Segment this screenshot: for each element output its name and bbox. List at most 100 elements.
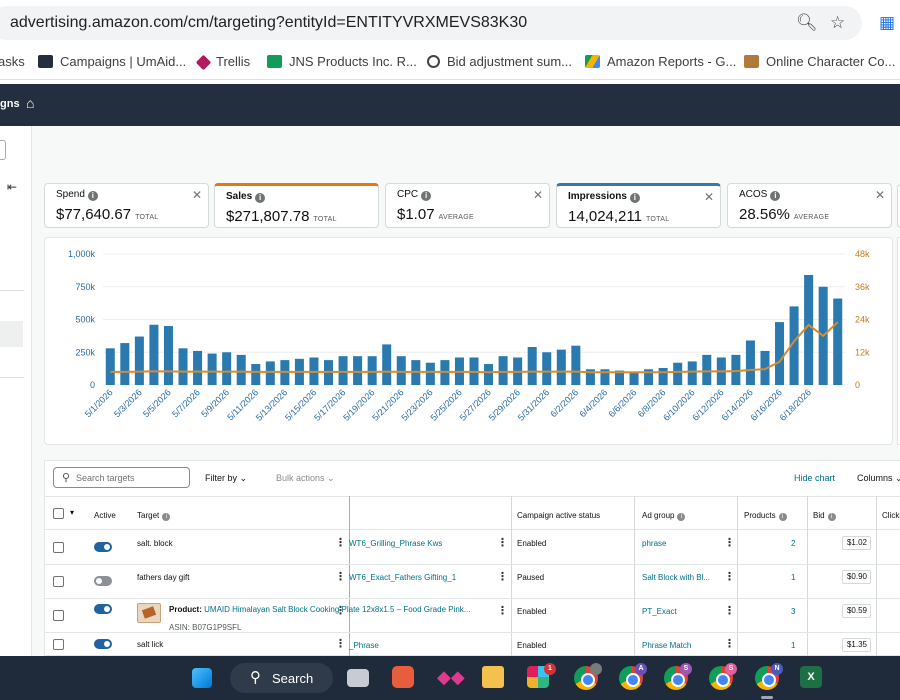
chart-bar <box>702 354 712 385</box>
trellis-app-icon[interactable]: ◆◆ <box>437 667 465 687</box>
table-toolbar: ⚲ Search targets Filter by ⌄ Bulk action… <box>45 461 900 495</box>
metric-tile-cpc[interactable]: CPC i $1.07 AVERAGE ✕ <box>385 183 550 228</box>
products-count[interactable]: 2 <box>791 539 796 548</box>
more-options-icon[interactable]: ⋮ <box>497 537 508 549</box>
ad-group-link[interactable]: PT_Exact <box>642 607 677 616</box>
bid-input[interactable]: $1.35 <box>842 638 871 652</box>
chart-bar <box>222 352 232 385</box>
active-toggle[interactable] <box>94 639 112 649</box>
ad-group-link[interactable]: phrase <box>642 539 667 548</box>
campaign-link[interactable]: WT6_Exact_Fathers Gifting_1 <box>349 573 457 582</box>
filter-by-dropdown[interactable]: Filter by ⌄ <box>205 473 248 483</box>
bid-input[interactable]: $0.90 <box>842 570 871 584</box>
info-icon[interactable]: i <box>255 193 266 203</box>
active-toggle[interactable] <box>94 576 112 586</box>
chart-bar <box>396 356 406 385</box>
chart-partial <box>897 237 900 445</box>
hide-chart-link[interactable]: Hide chart <box>794 473 836 483</box>
file-explorer-icon[interactable] <box>482 666 504 688</box>
close-icon[interactable]: ✕ <box>703 190 714 204</box>
bookmark-star-icon[interactable]: ☆ <box>830 13 846 32</box>
product-thumbnail[interactable] <box>137 603 161 623</box>
close-icon[interactable]: ✕ <box>532 188 543 202</box>
select-all-caret-icon[interactable]: ▾ <box>70 508 75 517</box>
bookmark-tasks[interactable]: asks <box>0 54 25 69</box>
more-options-icon[interactable]: ⋮ <box>335 605 346 617</box>
header-active[interactable]: Active <box>94 511 116 520</box>
more-options-icon[interactable]: ⋮ <box>724 537 735 549</box>
row-checkbox[interactable] <box>53 610 64 621</box>
header-title[interactable]: gns <box>0 98 20 110</box>
taskbar-search[interactable]: ⚲ Search <box>230 663 333 693</box>
metric-tile-partial[interactable] <box>897 184 900 228</box>
windows-start-icon[interactable] <box>192 668 212 688</box>
active-toggle[interactable] <box>94 542 112 552</box>
search-input[interactable]: ⚲ Search targets <box>53 467 190 488</box>
products-count[interactable]: 3 <box>791 607 796 616</box>
active-app-indicator <box>761 696 773 699</box>
header-bid[interactable]: Bid i <box>813 511 836 521</box>
info-icon[interactable]: i <box>629 193 640 203</box>
products-count[interactable]: 1 <box>791 641 796 650</box>
more-options-icon[interactable]: ⋮ <box>497 605 508 617</box>
bulk-actions-dropdown[interactable]: Bulk actions ⌄ <box>276 473 335 483</box>
more-options-icon[interactable]: ⋮ <box>335 537 346 549</box>
bookmark-jns[interactable]: JNS Products Inc. R... <box>267 54 417 69</box>
header-target[interactable]: Target i <box>137 511 171 521</box>
info-icon[interactable]: i <box>421 191 432 201</box>
active-toggle[interactable] <box>94 604 112 614</box>
claude-app-icon[interactable] <box>392 666 414 688</box>
home-icon[interactable]: ⌂ <box>26 95 35 111</box>
header-ad-group[interactable]: Ad group i <box>642 511 686 521</box>
more-options-icon[interactable]: ⋮ <box>724 571 735 583</box>
close-icon[interactable]: ✕ <box>874 188 885 202</box>
collapse-left-icon[interactable]: ⇤ <box>7 180 18 194</box>
columns-dropdown[interactable]: Columns ⌄ <box>857 473 900 483</box>
bookmark-amazon-reports[interactable]: Amazon Reports - G... <box>585 54 736 69</box>
header-campaign-status[interactable]: Campaign active status <box>517 511 601 520</box>
sidebar-toggle-button[interactable] <box>0 140 6 160</box>
bookmark-trellis[interactable]: Trellis <box>195 54 250 71</box>
more-options-icon[interactable]: ⋮ <box>335 638 346 650</box>
x-tick-label: 5/3/2026 <box>112 387 144 419</box>
frozen-column-divider[interactable] <box>349 496 350 656</box>
more-options-icon[interactable]: ⋮ <box>335 571 346 583</box>
info-icon[interactable]: i <box>770 191 781 201</box>
info-icon[interactable]: i <box>87 191 98 201</box>
close-icon[interactable]: ✕ <box>191 188 202 202</box>
target-product[interactable]: Product: UMAID Himalayan Salt Block Cook… <box>169 605 471 614</box>
row-checkbox[interactable] <box>53 639 64 650</box>
bid-input[interactable]: $1.02 <box>842 536 871 550</box>
more-options-icon[interactable]: ⋮ <box>724 605 735 617</box>
more-options-icon[interactable]: ⋮ <box>724 638 735 650</box>
ad-group-link[interactable]: Salt Block with Bl... <box>642 573 711 582</box>
campaign-link[interactable]: _Phrase <box>349 641 379 650</box>
address-bar[interactable] <box>0 6 862 40</box>
row-checkbox[interactable] <box>53 542 64 553</box>
slack-icon[interactable] <box>527 666 549 688</box>
url-text[interactable]: advertising.amazon.com/cm/targeting?enti… <box>10 14 528 31</box>
extension-icon[interactable]: ▦ <box>879 13 896 32</box>
sidebar-selected-item[interactable] <box>0 321 23 347</box>
bookmark-online-character[interactable]: Online Character Co... <box>744 54 895 69</box>
metric-tile-sales[interactable]: Sales i $271,807.78 TOTAL <box>214 183 379 228</box>
select-all-checkbox[interactable] <box>53 508 64 519</box>
task-view-icon[interactable] <box>347 669 369 687</box>
bookmark-bid-adjustment[interactable]: Bid adjustment sum... <box>427 54 572 69</box>
bookmark-campaigns[interactable]: Campaigns | UmAid... <box>38 54 186 69</box>
bid-input[interactable]: $0.59 <box>842 604 871 618</box>
metric-tile-acos[interactable]: ACOS i 28.56% AVERAGE ✕ <box>727 183 892 228</box>
metric-tile-impressions[interactable]: Impressions i 14,024,211 TOTAL ✕ <box>556 183 721 228</box>
chart-bar <box>498 356 508 385</box>
metric-tile-spend[interactable]: Spend i $77,640.67 TOTAL ✕ <box>44 183 209 228</box>
zoom-icon[interactable]: 🔍︎ <box>796 13 818 32</box>
excel-icon[interactable]: X <box>800 666 822 688</box>
products-count[interactable]: 1 <box>791 573 796 582</box>
more-options-icon[interactable]: ⋮ <box>497 571 508 583</box>
header-products[interactable]: Products i <box>744 511 787 521</box>
chrome-icon[interactable] <box>755 666 779 690</box>
ad-group-link[interactable]: Phrase Match <box>642 641 692 650</box>
campaign-link[interactable]: WT6_Grilling_Phrase Kws <box>349 539 443 548</box>
row-checkbox[interactable] <box>53 576 64 587</box>
